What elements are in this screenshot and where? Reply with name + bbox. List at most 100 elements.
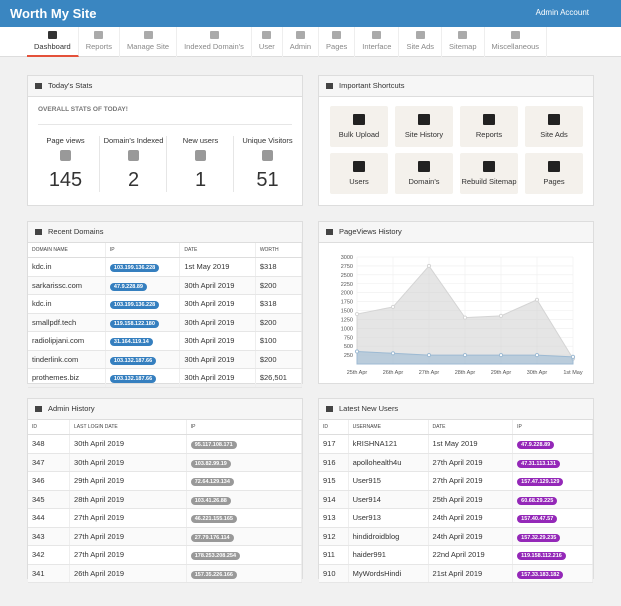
shortcut-icon [548, 114, 560, 125]
header-row: ID LAST LOGIN DATE IP [28, 420, 303, 435]
table-cell: 24th April 2019 [428, 527, 514, 546]
table-cell: 30th April 2019 [179, 368, 256, 388]
ip-badge: 157.35.226.166 [190, 570, 237, 579]
nav-icon [510, 31, 520, 39]
nav-tab[interactable]: Interface [355, 27, 400, 57]
shortcut-tile[interactable]: Rebuild Sitemap [460, 153, 518, 194]
panel-title: Recent Domains [28, 222, 302, 243]
brand[interactable]: Worth My Site [10, 6, 97, 21]
stat-value: 1 [194, 169, 207, 191]
users-table: ID USERNAME DATE IP 917 kRISHNA121 1st May 201… [319, 420, 593, 583]
nav-tab[interactable]: Miscellaneous [485, 27, 548, 57]
nav-icon [47, 31, 57, 39]
nav-label: Miscellaneous [491, 42, 540, 51]
ip-badge: 103.199.136.228 [109, 264, 160, 273]
table-cell: $318 [255, 294, 303, 314]
divider [38, 124, 292, 125]
table-cell: 103.41.26.88 [186, 490, 303, 509]
y-tick-label: 500 [344, 344, 353, 350]
column-header: ID [28, 420, 71, 435]
ip-badge: 157.40.47.57 [517, 515, 558, 524]
nav-tab[interactable]: Reports [79, 27, 120, 57]
shortcut-tile[interactable]: Domain's [395, 153, 453, 194]
nav-label: Dashboard [34, 42, 71, 51]
stat-value: 2 [127, 169, 140, 191]
nav-label: Manage Site [126, 42, 170, 51]
point [390, 351, 396, 356]
area [356, 350, 574, 365]
table-cell: 103.199.136.228 [105, 294, 181, 314]
y-tick-label: 2750 [341, 264, 353, 270]
stats-subtitle: OVERALL STATS OF TODAY! [38, 106, 128, 113]
table-cell: kdc.in [28, 294, 106, 314]
table-cell: 157.47.129.129 [512, 471, 593, 491]
y-tick-label: 1000 [341, 326, 353, 332]
column-header: WORTH [255, 243, 303, 258]
table-cell: 30th April 2019 [179, 313, 256, 332]
table-cell: 103.132.187.66 [105, 368, 181, 388]
column-header: DATE [179, 243, 256, 258]
table-cell: 344 [28, 508, 71, 528]
table-cell: 119.158.112.216 [512, 545, 593, 565]
stat-value: 51 [256, 169, 279, 191]
shortcut-label: Site History [404, 130, 444, 139]
table-cell: sarkarissc.com [28, 276, 106, 295]
table-row: 915 User915 27th April 2019 157.47.129.129 [319, 471, 593, 491]
nav-tab[interactable]: Site Ads [399, 27, 443, 57]
table-cell: 30th April 2019 [69, 434, 187, 454]
nav-tab[interactable]: Sitemap [442, 27, 485, 57]
table-row: 913 User913 24th April 2019 157.40.47.57 [319, 508, 593, 528]
ip-badge: 47.9.228.89 [517, 441, 555, 450]
nav-tab[interactable]: User [252, 27, 283, 57]
ip-badge: 103.132.187.66 [109, 375, 157, 384]
shortcut-tile[interactable]: Pages [525, 153, 583, 194]
stat-label: Page views [46, 136, 85, 145]
table-cell: 25th April 2019 [428, 490, 514, 509]
y-tick-label: 2000 [341, 291, 353, 297]
shortcut-label: Pages [543, 177, 565, 186]
stat: New users 1 [166, 136, 234, 192]
ip-badge: 60.68.29.225 [517, 496, 558, 505]
shortcut-tile[interactable]: Site Ads [525, 106, 583, 147]
ip-badge: 103.82.99.19 [190, 459, 231, 468]
nav-tab[interactable]: Manage Site [120, 27, 178, 57]
nav-tab[interactable]: Admin [283, 27, 320, 57]
table-cell: 30th April 2019 [179, 331, 256, 351]
table-cell: 30th April 2019 [179, 276, 256, 295]
shortcut-tile[interactable]: Site History [395, 106, 453, 147]
ip-badge: 103.132.187.66 [109, 356, 157, 365]
column-header: ID [319, 420, 349, 435]
table-row: kdc.in 103.199.136.228 1st May 2019 $318 [28, 257, 303, 277]
table-cell: 30th April 2019 [69, 453, 187, 472]
stat-icon [195, 150, 206, 161]
shortcut-tile[interactable]: Bulk Upload [330, 106, 388, 147]
nav-tab[interactable]: Indexed Domain's [177, 27, 252, 57]
shortcut-icon [353, 161, 365, 172]
stat: Unique Visitors 51 [233, 136, 301, 192]
shortcut-tile[interactable]: Users [330, 153, 388, 194]
y-tick-label: 2250 [341, 282, 353, 288]
table-row: 348 30th April 2019 95.117.108.171 [28, 434, 303, 454]
point [354, 349, 360, 354]
shortcut-icon [548, 161, 560, 172]
stats-panel: Today's Stats OVERALL STATS OF TODAY! Pa… [27, 75, 303, 206]
table-cell: tinderlink.com [28, 350, 106, 369]
nav-label: Site Ads [406, 42, 435, 51]
table-cell: 22nd April 2019 [428, 545, 514, 565]
nav-tab[interactable]: Pages [319, 27, 356, 57]
ip-badge: 47.9.228.89 [109, 282, 147, 291]
ip-badge: 72.64.129.134 [190, 478, 234, 487]
table-cell: 346 [28, 471, 71, 491]
column-header: LAST LOGIN DATE [69, 420, 187, 435]
shortcut-tile[interactable]: Reports [460, 106, 518, 147]
shortcut-icon [418, 114, 430, 125]
ip-badge: 31.164.119.14 [109, 338, 153, 347]
nav-tab[interactable]: Dashboard [27, 27, 79, 57]
table-row: sarkarissc.com 47.9.228.89 30th April 2019… [28, 276, 303, 295]
column-header: IP [512, 420, 593, 435]
shortcut-label: Users [349, 177, 369, 186]
x-tick-label: 27th Apr [419, 370, 440, 376]
table-row: prothemes.biz 103.132.187.66 30th April 20… [28, 368, 303, 388]
account-menu[interactable]: Admin Account [535, 8, 589, 17]
